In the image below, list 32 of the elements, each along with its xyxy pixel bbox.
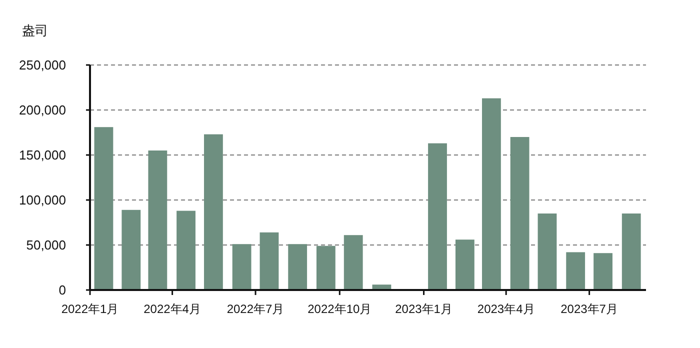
bar (455, 240, 474, 290)
y-tick-label: 50,000 (26, 238, 66, 252)
bar (148, 150, 168, 290)
bar (594, 253, 612, 290)
y-axis-title: 盎司 (22, 23, 48, 38)
bar (482, 98, 501, 290)
y-tick-label: 200,000 (19, 102, 66, 118)
x-tick-label: 2022年4月 (144, 302, 201, 316)
x-tick-label: 2023年1月 (395, 302, 452, 316)
x-tick-label: 2023年4月 (477, 302, 535, 316)
bar (622, 214, 641, 290)
x-tick-label: 2023年7月 (560, 302, 618, 316)
bar (344, 235, 363, 290)
bar (538, 214, 557, 290)
bar (316, 246, 336, 290)
x-tick-label: 2022年7月 (226, 302, 284, 316)
y-tick-label: 150,000 (19, 148, 66, 162)
y-tick-label: 0 (58, 282, 66, 298)
bar (566, 252, 586, 290)
bar (510, 137, 530, 290)
x-tick-label: 2022年1月 (61, 302, 119, 316)
bar (204, 134, 223, 290)
bar (428, 143, 447, 290)
bar (260, 232, 279, 290)
x-tick-label: 2022年10月 (308, 302, 372, 316)
bar (176, 210, 196, 290)
bar (288, 244, 308, 290)
bar (94, 127, 114, 290)
y-tick-label: 100,000 (19, 192, 66, 208)
bar (232, 244, 252, 290)
bar (122, 210, 141, 290)
y-tick-label: 250,000 (19, 58, 66, 72)
